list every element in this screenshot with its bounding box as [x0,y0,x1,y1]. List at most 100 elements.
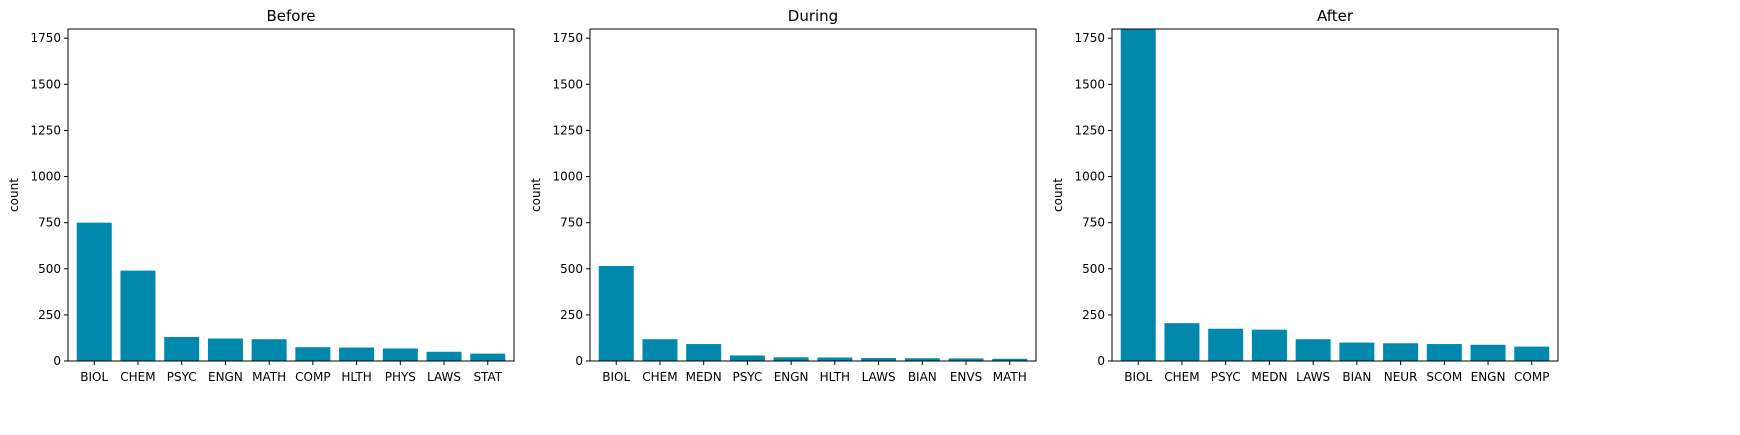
y-tick-label: 1000 [552,170,583,184]
y-tick-label: 1250 [552,123,583,137]
y-tick-label: 250 [38,308,61,322]
x-tick-label: MEDN [686,370,722,384]
y-tick-label: 1750 [1074,31,1105,45]
bar-engn [207,338,243,361]
x-tick-label: PSYC [1211,370,1241,384]
bar-biol [76,222,112,361]
panel-title: After [1317,7,1354,25]
y-tick-label: 750 [1082,216,1105,230]
bar-psyc [164,337,200,361]
panel-title: During [788,7,838,25]
x-tick-label: PSYC [732,370,762,384]
plot-frame [1111,28,1559,362]
bar-laws [861,358,897,361]
bar-comp [1514,346,1550,361]
y-tick-label: 250 [560,308,583,322]
y-tick-label: 1750 [552,31,583,45]
bar-group [1120,29,1550,361]
y-tick-label: 1250 [1074,123,1105,137]
bar-engn [773,357,809,361]
x-tick-label: MATH [252,370,286,384]
y-tick-group: 0 250 500 750 1000 1250 1500 1750 [30,31,68,368]
y-tick-label: 1000 [1074,170,1105,184]
x-tick-label: CHEM [1164,370,1199,384]
x-tick-label: LAWS [1296,370,1330,384]
x-tick-label: ENGN [208,370,243,384]
y-tick-group: 0 250 500 750 1000 1250 1500 1750 [552,31,590,368]
bar-bian [904,358,940,361]
bar-hlth [817,357,853,361]
bar-envs [948,358,984,361]
bar-comp [295,347,331,361]
bar-chem [1164,323,1200,361]
y-axis-label: count [529,178,543,212]
x-tick-label: ENGN [774,370,809,384]
bar-chem [120,270,156,361]
x-tick-label: COMP [295,370,330,384]
x-tick-label: BIAN [1342,370,1371,384]
plot-frame [589,28,1037,362]
x-tick-label: LAWS [427,370,461,384]
bar-biol [598,266,634,361]
x-tick-label: NEUR [1384,370,1418,384]
y-tick-label: 0 [1097,354,1105,368]
bar-group [76,222,506,361]
y-tick-label: 1500 [552,77,583,91]
x-tick-group: BIOL CHEM PSYC MEDN LAWS BIAN NEUR SCOM ENGN COMP [1124,361,1549,384]
bar-laws [1295,339,1331,361]
x-tick-label: SCOM [1426,370,1462,384]
x-tick-label: PHYS [385,370,416,384]
bar-psyc [1208,328,1244,361]
bar-stat [470,353,506,361]
panel-during: During count 02505007501000125015001750 … [529,7,1037,384]
bar-bian [1339,342,1375,361]
y-tick-label: 1000 [30,170,61,184]
bar-laws [426,351,462,361]
bar-group [598,266,1028,361]
bar-scom [1426,344,1462,361]
bar-chem [642,339,678,361]
panel-title: Before [266,7,315,25]
y-tick-label: 750 [38,216,61,230]
y-tick-label: 0 [53,354,61,368]
y-tick-label: 500 [1082,262,1105,276]
y-tick-group: 0 250 500 750 1000 1250 1500 1750 [1074,31,1112,368]
y-tick-label: 1500 [1074,77,1105,91]
y-axis-label: count [1051,178,1065,212]
bar-math [251,339,287,361]
bar-math [992,358,1028,361]
y-axis-label: count [7,178,21,212]
x-tick-label: COMP [1514,370,1549,384]
x-tick-label: PSYC [167,370,197,384]
x-tick-label: BIOL [1124,370,1152,384]
x-tick-label: BIAN [908,370,937,384]
y-tick-label: 250 [1082,308,1105,322]
x-tick-group: BIOL CHEM PSYC ENGN MATH COMP HLTH PHYS LAWS STAT [80,361,503,384]
x-tick-label: CHEM [120,370,155,384]
bar-engn [1470,344,1506,361]
bar-hlth [339,347,375,361]
bar-medn [1251,329,1287,361]
x-tick-label: HLTH [341,370,371,384]
y-tick-label: 0 [575,354,583,368]
plot-frame [67,28,515,362]
y-tick-label: 500 [560,262,583,276]
panel-before: Before count 02505007501000125015001750 … [7,7,515,384]
y-tick-label: 1250 [30,123,61,137]
x-tick-group: BIOL CHEM MEDN PSYC ENGN HLTH LAWS BIAN ENVS MATH [602,361,1027,384]
bar-medn [686,344,722,361]
x-tick-label: CHEM [642,370,677,384]
bar-neur [1383,343,1419,361]
x-tick-label: ENVS [950,370,982,384]
x-tick-label: HLTH [820,370,850,384]
x-tick-label: LAWS [862,370,896,384]
y-tick-label: 750 [560,216,583,230]
x-tick-label: MEDN [1251,370,1287,384]
x-tick-label: STAT [473,370,502,384]
bar-biol [1120,29,1156,361]
y-tick-label: 1500 [30,77,61,91]
y-tick-label: 1750 [30,31,61,45]
x-tick-label: MATH [993,370,1027,384]
bar-phys [382,348,418,361]
